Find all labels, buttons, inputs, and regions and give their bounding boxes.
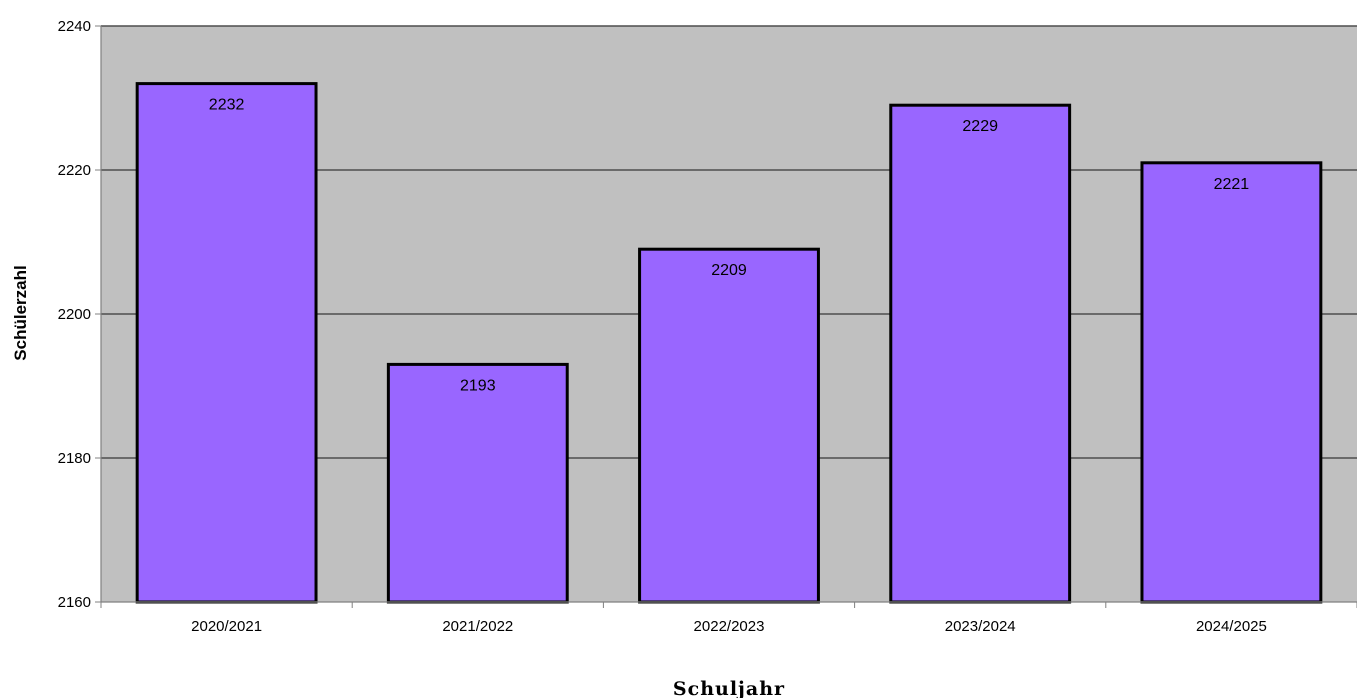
- axes: [95, 25, 1357, 608]
- data-label: 2193: [460, 377, 496, 394]
- y-tick-label: 2160: [58, 594, 91, 611]
- data-label: 2209: [711, 262, 747, 279]
- x-tick-label: 2023/2024: [945, 618, 1016, 635]
- data-label: 2232: [209, 97, 245, 114]
- y-tick-label: 2200: [58, 306, 91, 323]
- data-label: 2229: [962, 118, 998, 135]
- y-tick-label: 2220: [58, 162, 91, 179]
- y-tick-label: 2240: [58, 18, 91, 35]
- data-labels: 2232 2193 2209 2229 2221: [209, 97, 1249, 395]
- bar: [638, 247, 820, 604]
- bar: [135, 82, 318, 604]
- bar: [889, 103, 1072, 604]
- x-tick-labels: 2020/2021 2021/2022 2022/2023 2023/2024 2024…: [191, 618, 1267, 635]
- x-tick-label: 2022/2023: [694, 618, 765, 635]
- data-label: 2221: [1214, 176, 1250, 193]
- bars: [135, 82, 1323, 604]
- y-tick-labels: 2160 2180 2200 2220 2240: [58, 18, 91, 611]
- x-axis-title: Schuljahr: [673, 678, 785, 698]
- bar: [386, 362, 569, 604]
- y-axis-title: Schülerzahl: [11, 265, 30, 360]
- bar: [1140, 161, 1323, 604]
- y-tick-label: 2180: [58, 450, 91, 467]
- x-tick-label: 2020/2021: [191, 618, 262, 635]
- x-tick-label: 2021/2022: [442, 618, 513, 635]
- x-tick-label: 2024/2025: [1196, 618, 1267, 635]
